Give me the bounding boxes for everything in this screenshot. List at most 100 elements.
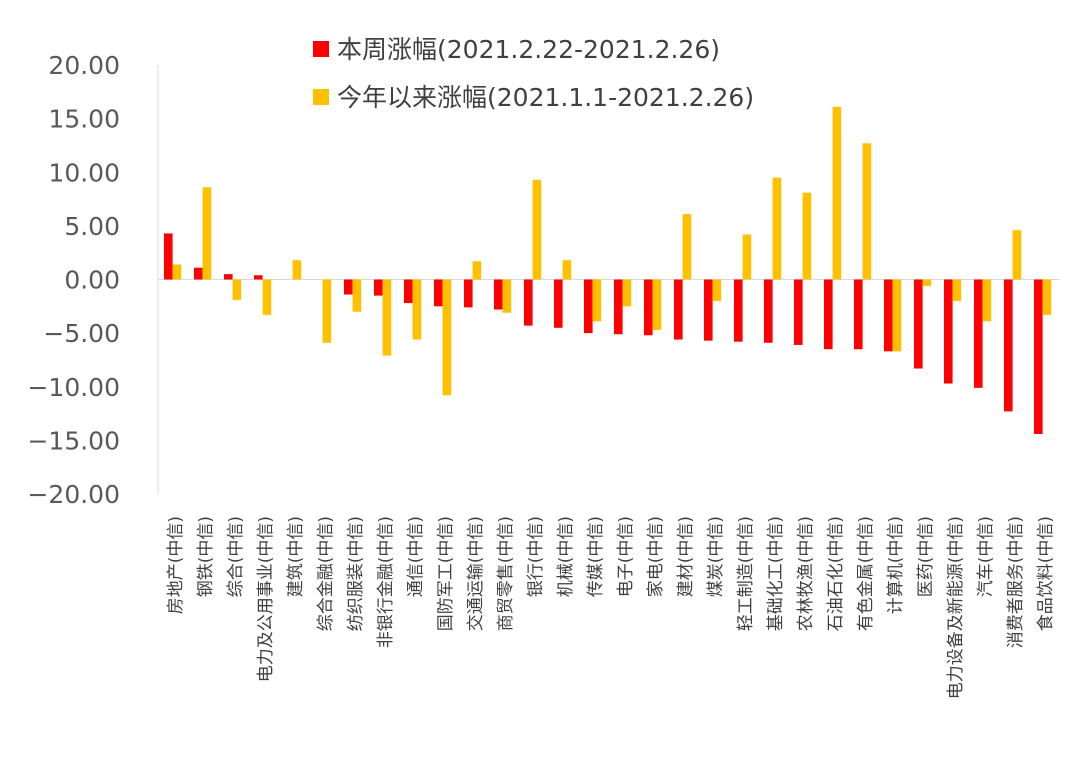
y-axis-tick-labels: 20.00 15.00 10.00 5.00 0.00 −5.00 −10.00 −15.00… — [27, 51, 120, 509]
bar-ytd — [1042, 279, 1052, 315]
x-tick-label: 建材(中信) — [676, 516, 696, 597]
bar-ytd — [862, 143, 872, 280]
x-tick-label: 计算机(中信) — [886, 516, 906, 614]
bar-weekly — [794, 279, 803, 345]
bar-ytd — [322, 279, 332, 343]
y-tick-label: −5.00 — [43, 319, 120, 348]
y-tick-label: 5.00 — [64, 212, 120, 241]
bar-ytd — [592, 279, 602, 322]
y-tick-label: 20.00 — [48, 51, 120, 80]
bar-ytd — [442, 279, 452, 396]
x-tick-label: 银行(中信) — [526, 516, 546, 597]
bar-weekly — [164, 233, 173, 280]
bar-ytd — [292, 260, 302, 280]
x-tick-label: 煤炭(中信) — [706, 516, 726, 597]
x-tick-label: 机械(中信) — [556, 516, 576, 597]
legend-label-ytd: 今年以来涨幅(2021.1.1-2021.2.26) — [337, 83, 754, 112]
x-axis-tick-labels: 房地产(中信) 钢铁(中信) 综合(中信) 电力及公用事业(中信) 建筑(中信) 综合金融… — [166, 516, 1056, 699]
y-tick-label: 0.00 — [64, 266, 120, 295]
bar-ytd — [802, 192, 812, 280]
x-tick-label: 纺织服装(中信) — [346, 516, 366, 631]
bar-weekly — [1004, 279, 1013, 412]
bar-ytd — [892, 279, 902, 352]
bar-ytd — [712, 279, 722, 301]
x-tick-label: 传媒(中信) — [586, 516, 606, 597]
x-tick-label: 建筑(中信) — [286, 516, 306, 597]
bar-weekly — [254, 275, 263, 280]
bar-ytd — [622, 279, 632, 307]
bar-ytd — [952, 279, 962, 301]
y-tick-label: 15.00 — [48, 105, 120, 134]
x-tick-label: 家电(中信) — [646, 516, 666, 597]
x-tick-label: 农林牧渔(中信) — [796, 516, 816, 631]
bar-weekly — [764, 279, 773, 343]
x-tick-label: 消费者服务(中信) — [1006, 516, 1026, 648]
bar-weekly — [344, 279, 353, 295]
x-tick-label: 电力及公用事业(中信) — [256, 516, 276, 682]
bar-weekly — [224, 274, 233, 280]
bar-ytd — [412, 279, 422, 340]
legend: 本周涨幅(2021.2.22-2021.2.26) 今年以来涨幅(2021.1.… — [313, 35, 754, 112]
x-tick-label: 石油石化(中信) — [826, 516, 846, 631]
bar-weekly — [524, 279, 533, 326]
x-tick-label: 汽车(中信) — [976, 516, 996, 597]
bar-weekly — [434, 279, 443, 307]
bar-weekly — [854, 279, 863, 350]
bar-ytd — [742, 234, 752, 280]
bar-weekly — [704, 279, 713, 341]
bar-weekly — [584, 279, 593, 334]
x-tick-label: 电子(中信) — [616, 516, 636, 597]
bar-ytd — [532, 179, 542, 280]
x-tick-label: 商贸零售(中信) — [496, 516, 516, 631]
bar-weekly — [614, 279, 623, 335]
bar-weekly — [464, 279, 473, 308]
x-tick-label: 钢铁(中信) — [196, 516, 216, 597]
bar-ytd — [682, 214, 692, 280]
x-tick-label: 轻工制造(中信) — [736, 516, 756, 631]
y-tick-label: −10.00 — [27, 373, 120, 402]
bar-ytd — [232, 279, 242, 300]
bar-ytd — [382, 279, 392, 356]
bar-ytd — [562, 260, 572, 280]
bar-weekly — [194, 267, 203, 280]
bar-ytd — [922, 279, 932, 286]
x-tick-label: 有色金属(中信) — [856, 516, 876, 631]
bar-weekly — [554, 279, 563, 328]
bar-ytd — [832, 106, 842, 280]
legend-swatch-weekly — [313, 41, 329, 57]
bar-ytd — [472, 261, 482, 280]
y-tick-label: −15.00 — [27, 426, 120, 455]
bar-weekly — [674, 279, 683, 340]
bar-weekly — [824, 279, 833, 350]
bar-weekly — [884, 279, 893, 352]
bar-ytd — [502, 279, 512, 313]
bar-weekly — [734, 279, 743, 342]
y-tick-label: −20.00 — [27, 480, 120, 509]
bar-ytd — [352, 279, 362, 312]
bar-ytd — [772, 177, 782, 280]
bar-ytd — [172, 264, 182, 280]
bar-weekly — [914, 279, 923, 369]
bar-weekly — [404, 279, 413, 304]
legend-swatch-ytd — [313, 89, 329, 105]
x-tick-label: 食品饮料(中信) — [1036, 516, 1056, 631]
x-tick-label: 综合(中信) — [226, 516, 246, 597]
x-tick-label: 基础化工(中信) — [766, 516, 786, 631]
x-tick-label: 通信(中信) — [406, 516, 426, 597]
bar-weekly — [374, 279, 383, 296]
bar-ytd — [982, 279, 992, 322]
x-tick-label: 医药(中信) — [916, 516, 936, 597]
bar-ytd — [202, 187, 212, 280]
bar-ytd — [1012, 230, 1022, 280]
bars — [164, 106, 1052, 434]
bar-weekly — [1034, 279, 1043, 434]
x-tick-label: 非银行金融(中信) — [376, 516, 396, 648]
x-tick-label: 房地产(中信) — [166, 516, 186, 614]
bar-ytd — [262, 279, 272, 315]
bar-weekly — [644, 279, 653, 336]
legend-label-weekly: 本周涨幅(2021.2.22-2021.2.26) — [337, 35, 720, 64]
bar-ytd — [652, 279, 662, 330]
bar-weekly — [494, 279, 503, 310]
x-tick-label: 国防军工(中信) — [436, 516, 456, 631]
